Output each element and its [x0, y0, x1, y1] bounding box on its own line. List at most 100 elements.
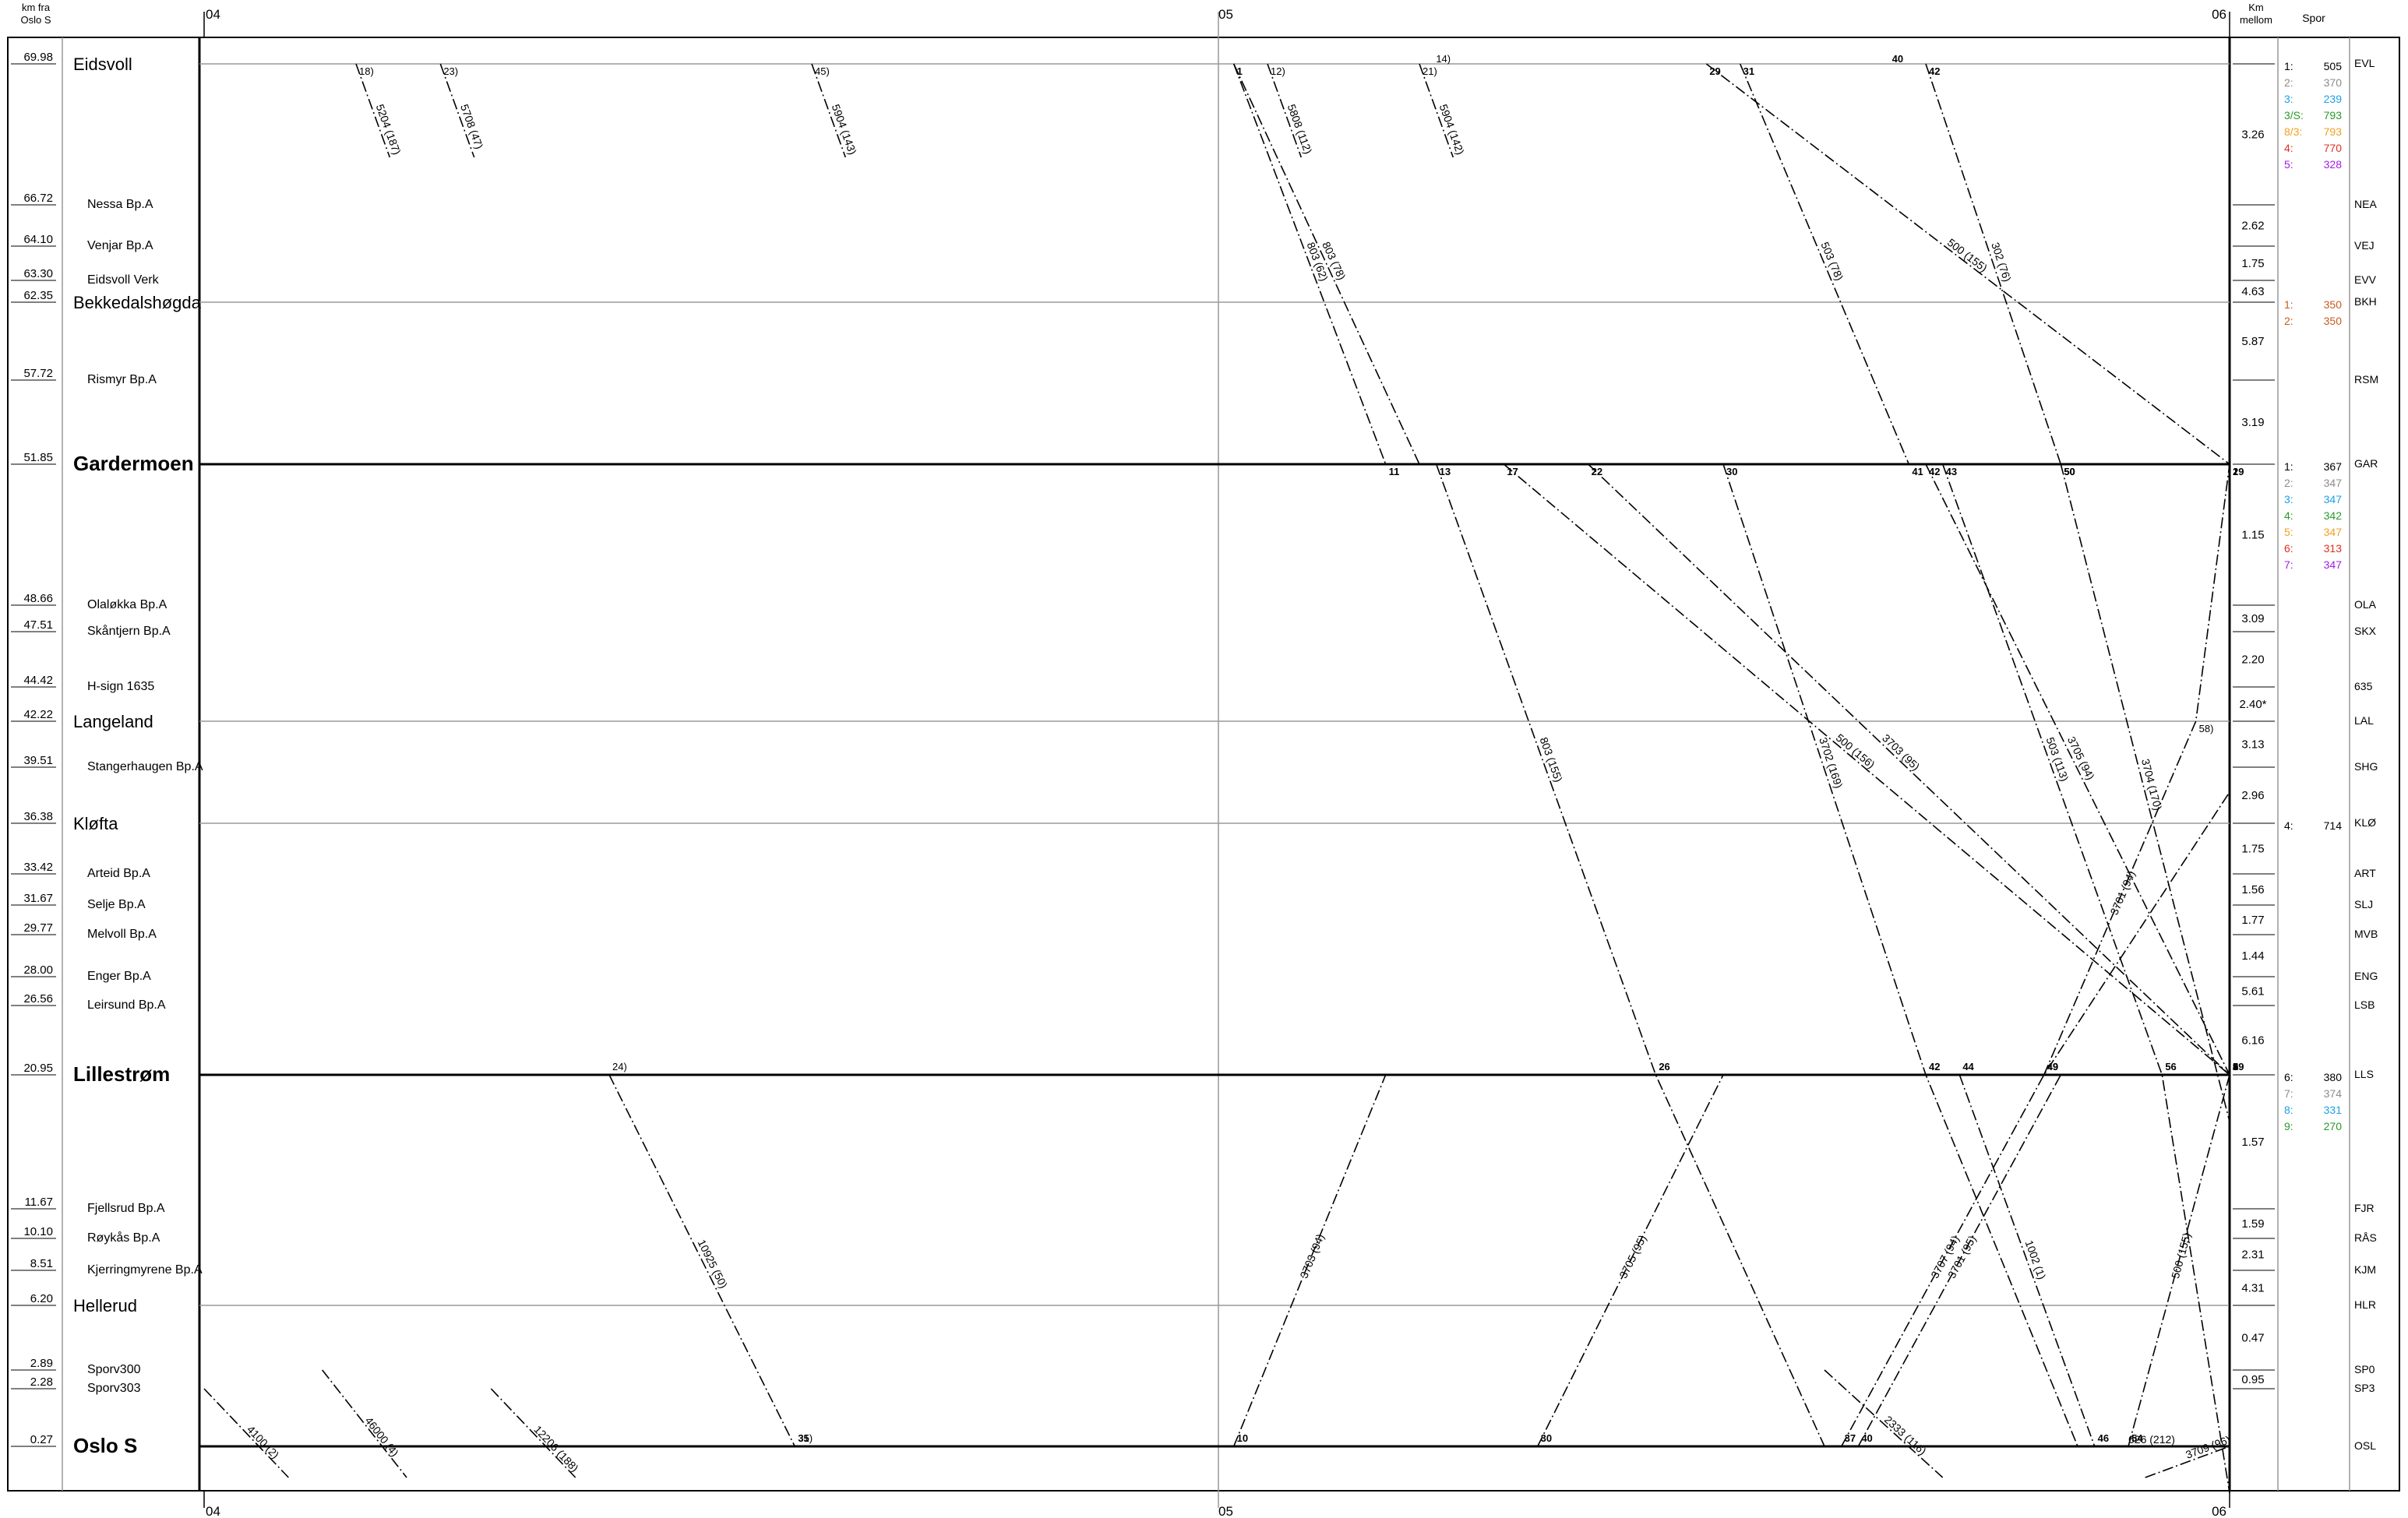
train-line	[1941, 463, 2230, 1494]
km-between-layer: 3.26 2.62 1.75 4.63 5.87 3.19 1.15 3.09 2.20 2.40…	[2233, 63, 2275, 1389]
station-row: 47.51 Skåntjern Bp.A SKX	[11, 618, 2377, 638]
train-time-mark: 41	[1912, 466, 1923, 477]
train-time-mark: 42	[1929, 466, 1940, 477]
station-km: 11.67	[25, 1196, 53, 1209]
train-line	[1857, 1074, 2062, 1447]
train-number: 5204 (187)	[374, 103, 404, 157]
train-time-mark: 4	[2233, 1061, 2239, 1072]
station-km: 6.20	[30, 1292, 53, 1305]
station-name: Skåntjern Bp.A	[87, 624, 171, 638]
km-between-value: 5.87	[2241, 335, 2264, 348]
station-code: SHG	[2354, 760, 2378, 773]
track-length: 331	[2324, 1104, 2343, 1116]
train-path: 3701 (94) 49 58) 2	[2043, 463, 2238, 1076]
track-length: 313	[2324, 542, 2343, 555]
station-code: VEJ	[2354, 239, 2375, 252]
track-number: 9:	[2284, 1120, 2293, 1132]
train-line	[2060, 463, 2230, 1122]
train-time-mark: 35	[798, 1432, 809, 1444]
train-time-mark: 12)	[1271, 65, 1285, 77]
station-row: 2.28 Sporv303 SP3	[11, 1375, 2375, 1395]
train-number: 500 (156)	[1834, 731, 1877, 771]
station-code: GAR	[2354, 457, 2378, 470]
station-name: Bekkedalshøgda	[73, 293, 202, 312]
station-code: ENG	[2354, 970, 2378, 982]
train-line	[1722, 463, 2078, 1447]
station-code: SP3	[2354, 1382, 2375, 1394]
km-between-value: 3.26	[2241, 129, 2264, 142]
train-path: 10925 (50)24)31)35	[608, 1061, 813, 1447]
train-time-mark: 42	[1929, 1061, 1940, 1072]
station-km: 29.77	[23, 921, 53, 935]
track-number: 3:	[2284, 93, 2293, 105]
station-km: 26.56	[23, 992, 53, 1006]
train-path: 500 (155) 29 19	[1705, 63, 2244, 477]
siding-label: 626 (212)	[2128, 1433, 2175, 1446]
station-name: Langeland	[73, 712, 153, 731]
station-row: 31.67 Selje Bp.A SLJ	[11, 892, 2373, 911]
station-row: 42.22 Langeland LAL	[11, 708, 2374, 731]
station-name: Rismyr Bp.A	[87, 373, 157, 386]
station-km: 57.72	[23, 367, 53, 380]
station-km: 2.28	[30, 1375, 53, 1389]
station-km: 44.42	[23, 674, 53, 687]
station-name: Selje Bp.A	[87, 898, 146, 911]
station-code: MVB	[2354, 928, 2378, 940]
station-name: Eidsvoll Verk	[87, 273, 160, 287]
train-time-mark: 58)	[2199, 723, 2214, 734]
station-row: 20.95 Lillestrøm LLS	[11, 1062, 2374, 1086]
track-length: 347	[2324, 493, 2343, 505]
train-time-mark: 1	[1237, 65, 1243, 77]
km-between-value: 3.19	[2241, 416, 2264, 429]
train-line	[1925, 463, 2230, 1446]
siding-line	[203, 1388, 289, 1478]
train-time-mark: 40	[1861, 1432, 1872, 1444]
track-length: 239	[2324, 93, 2343, 105]
km-between-value: 6.16	[2241, 1034, 2264, 1048]
train-line	[1705, 63, 2230, 465]
hour-label-04-bottom: 04	[206, 1504, 220, 1518]
train-time-mark: 46	[2098, 1432, 2109, 1444]
tracks-header: Spor	[2302, 12, 2325, 24]
siding-line	[322, 1369, 407, 1478]
train-time-mark: 45)	[815, 65, 830, 77]
station-row: 26.56 Leirsund Bp.A LSB	[11, 992, 2375, 1012]
station-km: 8.51	[30, 1257, 53, 1270]
siding-line	[2145, 1446, 2230, 1478]
station-km: 47.51	[23, 618, 53, 632]
train-time-mark: 56	[2165, 1061, 2176, 1072]
track-number: 5:	[2284, 526, 2293, 538]
station-name: Olaløkka Bp.A	[87, 598, 167, 611]
station-name: Gardermoen	[73, 452, 194, 475]
siding-move: 46000 (4)	[322, 1369, 407, 1478]
station-km: 42.22	[23, 708, 53, 721]
track-length: 347	[2324, 526, 2343, 538]
siding-label: 46000 (4)	[362, 1414, 401, 1459]
train-path: 803 (78)	[1232, 63, 1420, 465]
train-number: 3704 (170)	[2139, 758, 2164, 812]
train-line	[1958, 1074, 2096, 1447]
station-row: 28.00 Enger Bp.A ENG	[11, 963, 2378, 983]
train-line	[1536, 1074, 1724, 1447]
track-number: 4:	[2284, 142, 2293, 154]
train-time-mark: 31)	[798, 1432, 813, 1444]
train-line	[1419, 63, 1454, 158]
track-length: 270	[2324, 1120, 2343, 1132]
train-time-mark: 43	[1946, 466, 1957, 477]
station-km: 64.10	[23, 233, 53, 246]
km-between-value: 2.20	[2241, 653, 2264, 667]
train-line	[1588, 463, 2230, 1446]
train-time-mark: 29	[2233, 1061, 2244, 1072]
train-line	[608, 1074, 796, 1447]
station-km: 62.35	[23, 289, 53, 302]
station-name: Venjar Bp.A	[87, 239, 153, 252]
train-path: 3703 (95) 22 9	[1588, 463, 2238, 1446]
station-km: 66.72	[23, 192, 53, 205]
track-length: 793	[2324, 125, 2343, 138]
train-path: 3705 (95) 30	[1536, 1074, 1724, 1447]
station-code: NEA	[2354, 198, 2377, 210]
track-number: 8:	[2284, 1104, 2293, 1116]
track-number: 1:	[2284, 298, 2293, 311]
train-time-mark: 30	[1726, 466, 1737, 477]
train-path: 500 (156) 17 5	[1503, 463, 2238, 1446]
